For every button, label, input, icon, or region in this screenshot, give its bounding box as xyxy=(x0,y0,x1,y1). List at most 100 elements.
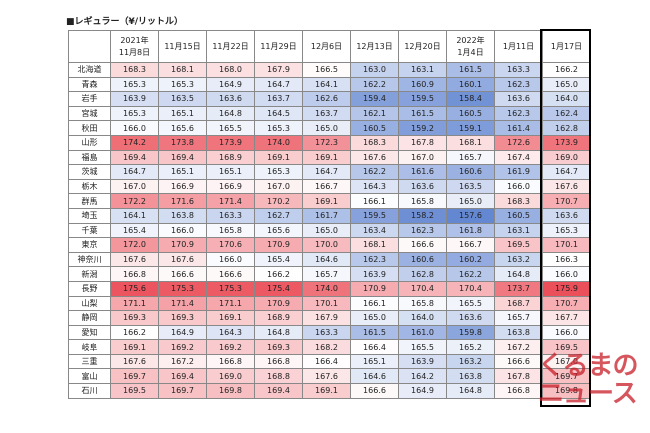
value-cell: 166.3 xyxy=(542,251,591,268)
value-cell: 165.0 xyxy=(302,222,351,239)
value-cell: 165.8 xyxy=(398,295,447,312)
value-cell: 169.1 xyxy=(254,149,303,166)
value-cell: 167.6 xyxy=(302,368,351,385)
value-cell: 161.5 xyxy=(398,105,447,122)
value-cell: 166.2 xyxy=(254,266,303,282)
column-header: 12月13日 xyxy=(350,30,399,63)
value-cell: 162.3 xyxy=(350,251,399,268)
value-cell: 165.3 xyxy=(254,120,303,136)
value-cell: 168.1 xyxy=(158,62,207,78)
value-cell: 163.8 xyxy=(494,324,543,341)
value-cell: 166.6 xyxy=(350,383,399,399)
value-cell: 170.7 xyxy=(542,295,591,312)
value-cell: 163.7 xyxy=(254,91,303,107)
value-cell: 168.1 xyxy=(446,134,495,151)
value-cell: 163.9 xyxy=(398,353,447,370)
value-cell: 166.6 xyxy=(206,266,255,282)
row-label: 神奈川 xyxy=(68,251,111,268)
value-cell: 174.0 xyxy=(254,134,303,151)
row-label: 茨城 xyxy=(68,164,111,180)
value-cell: 163.1 xyxy=(494,222,543,239)
value-cell: 167.6 xyxy=(158,251,207,268)
value-cell: 167.6 xyxy=(110,353,159,370)
value-cell: 163.2 xyxy=(446,353,495,370)
value-cell: 168.8 xyxy=(254,368,303,385)
value-cell: 172.2 xyxy=(110,193,159,209)
value-cell: 165.1 xyxy=(206,164,255,180)
column-header: 12月6日 xyxy=(302,30,351,63)
row: 新潟 166.8 166.6 166.6 166.2 165.7 163.9 162.8 162… xyxy=(68,266,591,282)
row: 茨城 164.7 165.1 165.1 165.3 164.7 162.2 161.6 160… xyxy=(68,164,591,180)
value-cell: 165.2 xyxy=(446,339,495,355)
value-cell: 168.3 xyxy=(350,134,399,151)
value-cell: 169.7 xyxy=(110,368,159,385)
column-header: 1月11日 xyxy=(494,30,543,63)
row-label: 福島 xyxy=(68,149,111,166)
value-cell: 164.1 xyxy=(302,76,351,93)
row: 東京 172.0 170.9 170.6 170.9 170.0 168.1 166.6 166… xyxy=(68,237,591,253)
value-cell: 163.0 xyxy=(350,62,399,78)
value-cell: 169.4 xyxy=(110,149,159,166)
row-label: 岐阜 xyxy=(68,339,111,355)
row: 山梨 171.1 171.4 171.1 170.9 170.1 166.1 165.8 165… xyxy=(68,295,591,312)
row-label: 山形 xyxy=(68,134,111,151)
value-cell: 167.6 xyxy=(110,251,159,268)
value-cell: 161.5 xyxy=(446,62,495,78)
value-cell: 164.6 xyxy=(302,251,351,268)
value-cell: 167.8 xyxy=(494,368,543,385)
row-label: 三重 xyxy=(68,353,111,370)
value-cell: 167.2 xyxy=(494,339,543,355)
value-cell: 169.8 xyxy=(206,383,255,399)
value-cell: 162.4 xyxy=(542,105,591,122)
value-cell: 162.8 xyxy=(398,266,447,282)
row-label: 富山 xyxy=(68,368,111,385)
value-cell: 166.8 xyxy=(254,353,303,370)
row: 群馬 172.2 171.6 171.4 170.2 169.1 166.1 165.8 165… xyxy=(68,193,591,209)
value-cell: 161.8 xyxy=(446,222,495,239)
value-cell: 164.9 xyxy=(398,383,447,399)
value-cell: 164.8 xyxy=(494,266,543,282)
row: 青森 165.3 165.3 164.9 164.7 164.1 162.2 160.9 160… xyxy=(68,76,591,93)
value-cell: 167.2 xyxy=(158,353,207,370)
value-cell: 173.7 xyxy=(494,280,543,297)
column-header: 2022年 1月4日 xyxy=(446,30,495,63)
row: 秋田 166.0 165.6 165.5 165.3 165.0 160.5 159.2 159… xyxy=(68,120,591,136)
value-cell: 163.9 xyxy=(350,266,399,282)
value-cell: 164.9 xyxy=(206,76,255,93)
value-cell: 166.5 xyxy=(302,62,351,78)
value-cell: 170.6 xyxy=(206,237,255,253)
value-cell: 169.2 xyxy=(158,339,207,355)
value-cell: 169.1 xyxy=(302,383,351,399)
value-cell: 165.1 xyxy=(158,105,207,122)
value-cell: 160.6 xyxy=(398,251,447,268)
value-cell: 166.0 xyxy=(494,178,543,195)
value-cell: 169.5 xyxy=(494,237,543,253)
row: 栃木 167.0 166.9 166.9 167.0 166.7 164.3 163.6 163… xyxy=(68,178,591,195)
value-cell: 167.9 xyxy=(302,310,351,326)
value-cell: 169.8 xyxy=(542,383,591,399)
value-cell: 170.0 xyxy=(302,237,351,253)
value-cell: 166.0 xyxy=(158,222,207,239)
value-cell: 165.3 xyxy=(542,222,591,239)
value-cell: 166.6 xyxy=(494,353,543,370)
value-cell: 164.8 xyxy=(446,383,495,399)
value-cell: 165.5 xyxy=(446,295,495,312)
value-cell: 161.9 xyxy=(494,164,543,180)
value-cell: 169.7 xyxy=(158,383,207,399)
value-cell: 161.5 xyxy=(350,324,399,341)
value-cell: 159.1 xyxy=(446,120,495,136)
row: 神奈川 167.6 167.6 166.0 165.4 164.6 162.3 160.6 16… xyxy=(68,251,591,268)
value-cell: 170.4 xyxy=(398,280,447,297)
value-cell: 172.3 xyxy=(302,134,351,151)
value-cell: 167.6 xyxy=(542,178,591,195)
column-header: 11月15日 xyxy=(158,30,207,63)
row: 北海道 168.3 168.1 168.0 167.9 166.5 163.0 163.1 16… xyxy=(68,62,591,78)
value-cell: 162.3 xyxy=(494,105,543,122)
value-cell: 174.2 xyxy=(110,134,159,151)
value-cell: 161.6 xyxy=(398,164,447,180)
value-cell: 162.2 xyxy=(446,266,495,282)
value-cell: 166.2 xyxy=(110,324,159,341)
value-cell: 162.3 xyxy=(398,222,447,239)
row-label: 秋田 xyxy=(68,120,111,136)
